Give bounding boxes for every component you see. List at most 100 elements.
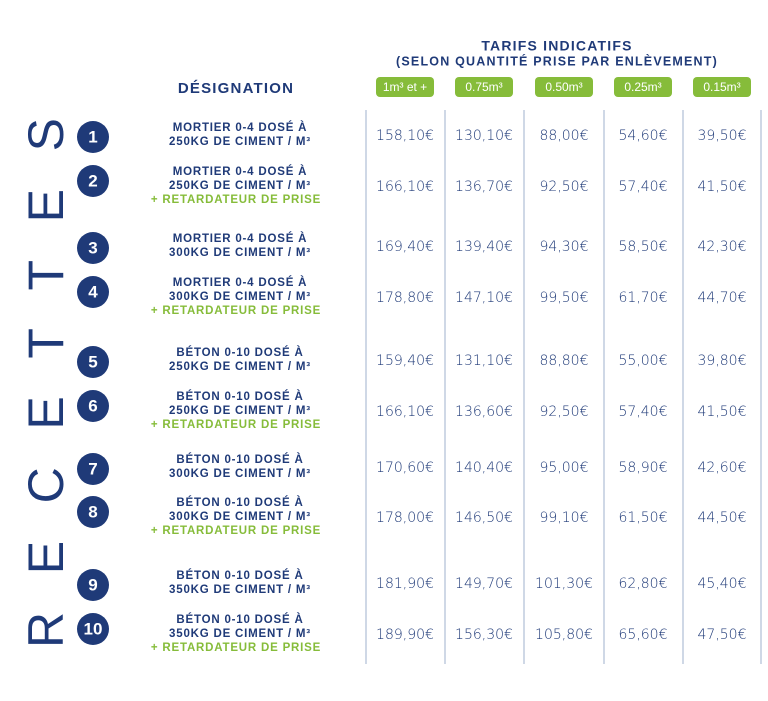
price: 146,50€ (455, 510, 513, 526)
price: 57,40€ (619, 404, 668, 420)
price: 39,80€ (698, 353, 747, 369)
pill (376, 77, 434, 97)
price: 54,60€ (619, 128, 668, 144)
designation-line: BÉTON 0-10 DOSÉ À (176, 613, 303, 626)
designation-line: 300KG DE CIMENT / M³ (169, 511, 311, 523)
price: 156,30€ (455, 627, 513, 643)
row-number: 2 (88, 171, 97, 190)
price: 42,30€ (698, 239, 747, 255)
number-badge (77, 453, 109, 485)
designation-line: BÉTON 0-10 DOSÉ À (176, 569, 303, 582)
pill (535, 77, 593, 97)
designation-line: MORTIER 0-4 DOSÉ À (173, 121, 308, 134)
designation-line: MORTIER 0-4 DOSÉ À (173, 165, 308, 178)
price: 140,40€ (455, 460, 513, 476)
designation-line: BÉTON 0-10 DOSÉ À (176, 496, 303, 509)
column-header: 0.75m³ (465, 80, 502, 94)
price: 88,80€ (540, 353, 589, 369)
pill (614, 77, 672, 97)
price: 41,50€ (698, 179, 747, 195)
number-badge (77, 346, 109, 378)
row-number: 10 (84, 619, 103, 638)
row-number: 3 (88, 238, 97, 257)
price: 169,40€ (376, 239, 434, 255)
price: 178,00€ (376, 510, 434, 526)
designation-header: DÉSIGNATION (178, 80, 294, 97)
designation-line: 300KG DE CIMENT / M³ (169, 468, 311, 480)
row-number: 4 (88, 282, 98, 301)
column-header: 0.15m³ (703, 80, 740, 94)
price: 92,50€ (540, 404, 589, 420)
designation-line: MORTIER 0-4 DOSÉ À (173, 276, 308, 289)
number-badge (77, 613, 109, 645)
price: 41,50€ (698, 404, 747, 420)
designation-line: 300KG DE CIMENT / M³ (169, 247, 311, 259)
price: 55,00€ (619, 353, 668, 369)
additive-line: + RETARDATEUR DE PRISE (151, 194, 321, 206)
column-header: 0.50m³ (545, 80, 582, 94)
price: 139,40€ (455, 239, 513, 255)
price: 88,00€ (540, 128, 589, 144)
price: 181,90€ (376, 576, 434, 592)
price: 105,80€ (535, 627, 593, 643)
price: 42,60€ (698, 460, 747, 476)
additive-line: + RETARDATEUR DE PRISE (151, 642, 321, 654)
additive-line: + RETARDATEUR DE PRISE (151, 305, 321, 317)
designation-line: BÉTON 0-10 DOSÉ À (176, 390, 303, 403)
number-badge (77, 121, 109, 153)
title: TARIFS INDICATIFS (481, 38, 632, 54)
price: 178,80€ (376, 290, 434, 306)
column-header: 0.25m³ (624, 80, 661, 94)
number-badge (77, 276, 109, 308)
designation-line: 250KG DE CIMENT / M³ (169, 405, 311, 417)
row-number: 6 (88, 396, 97, 415)
number-badge (77, 232, 109, 264)
price: 101,30€ (535, 576, 593, 592)
designation-line: MORTIER 0-4 DOSÉ À (173, 232, 308, 245)
designation-line: 250KG DE CIMENT / M³ (169, 136, 311, 148)
designation-line: BÉTON 0-10 DOSÉ À (176, 346, 303, 359)
price: 99,50€ (540, 290, 589, 306)
price: 130,10€ (455, 128, 513, 144)
number-badge (77, 165, 109, 197)
price: 149,70€ (455, 576, 513, 592)
price: 158,10€ (376, 128, 434, 144)
designation-line: 300KG DE CIMENT / M³ (169, 291, 311, 303)
price: 99,10€ (540, 510, 589, 526)
price: 47,50€ (698, 627, 747, 643)
column-header: 1m³ et + (383, 80, 427, 94)
price: 189,90€ (376, 627, 434, 643)
price: 166,10€ (376, 404, 434, 420)
designation-line: 250KG DE CIMENT / M³ (169, 180, 311, 192)
designation-line: 250KG DE CIMENT / M³ (169, 361, 311, 373)
price: 136,60€ (455, 404, 513, 420)
row-number: 5 (88, 352, 97, 371)
price: 166,10€ (376, 179, 434, 195)
price: 147,10€ (455, 290, 513, 306)
number-badge (77, 390, 109, 422)
price: 170,60€ (376, 460, 434, 476)
price: 92,50€ (540, 179, 589, 195)
side-label: RECETTES (18, 118, 74, 648)
designation-line: BÉTON 0-10 DOSÉ À (176, 453, 303, 466)
additive-line: + RETARDATEUR DE PRISE (151, 525, 321, 537)
additive-line: + RETARDATEUR DE PRISE (151, 419, 321, 431)
price: 58,90€ (619, 460, 668, 476)
row-number: 1 (88, 127, 97, 146)
price: 94,30€ (540, 239, 589, 255)
price: 61,50€ (619, 510, 668, 526)
subtitle: (SELON QUANTITÉ PRISE PAR ENLÈVEMENT) (396, 53, 718, 68)
pill (693, 77, 751, 97)
price: 44,70€ (698, 290, 747, 306)
row-number: 9 (88, 575, 97, 594)
price: 62,80€ (619, 576, 668, 592)
price: 136,70€ (455, 179, 513, 195)
pill (455, 77, 513, 97)
price: 57,40€ (619, 179, 668, 195)
price: 45,40€ (698, 576, 747, 592)
price: 61,70€ (619, 290, 668, 306)
price: 58,50€ (619, 239, 668, 255)
row-number: 7 (88, 459, 97, 478)
price: 131,10€ (455, 353, 513, 369)
